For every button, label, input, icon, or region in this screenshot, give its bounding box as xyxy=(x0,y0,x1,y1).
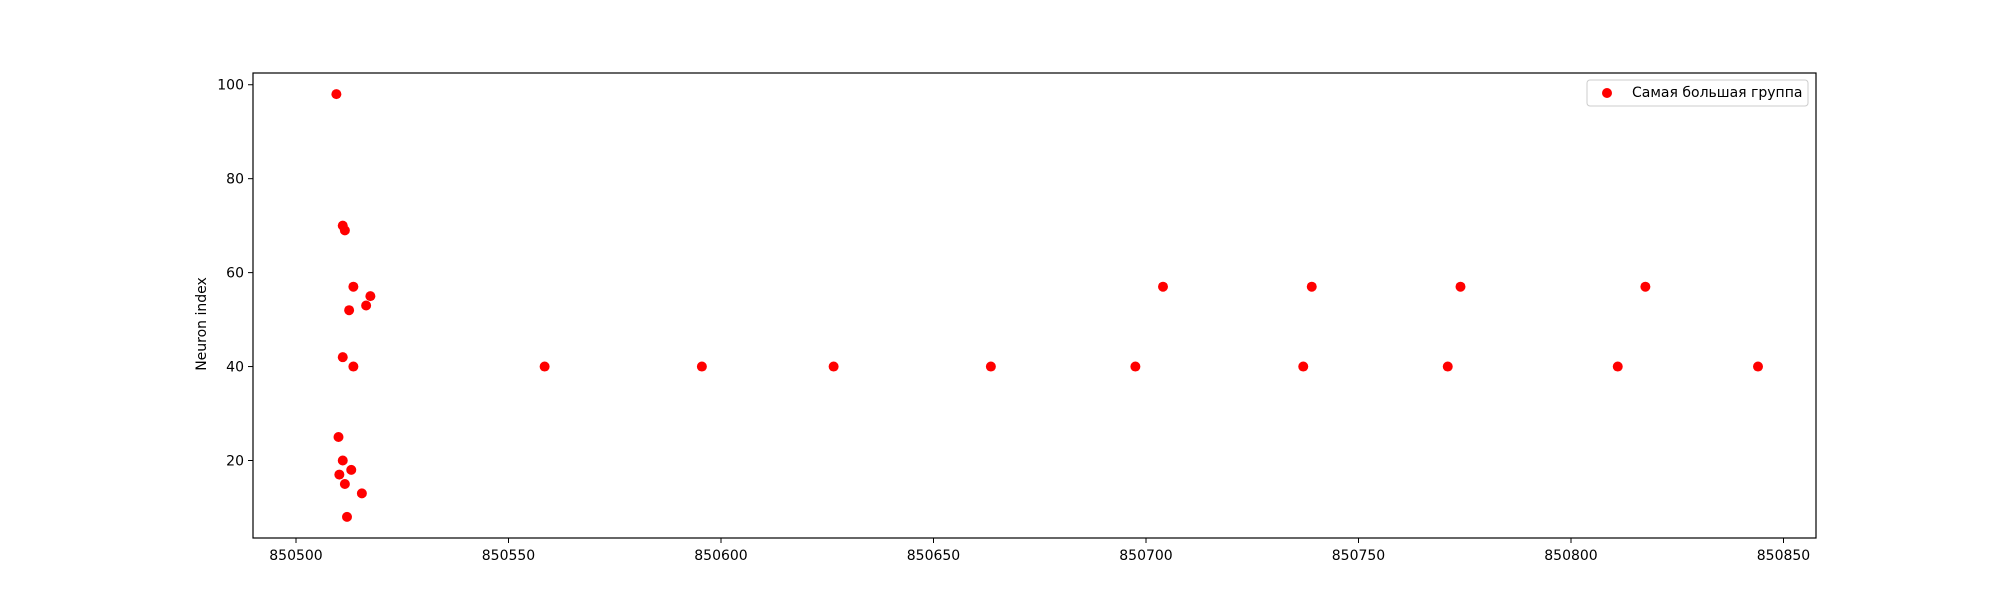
y-tick-label: 80 xyxy=(226,172,244,188)
x-tick-label: 850600 xyxy=(694,548,747,564)
y-tick-label: 40 xyxy=(226,360,244,376)
data-point xyxy=(539,361,550,372)
data-point xyxy=(331,89,342,100)
data-point xyxy=(1306,281,1317,292)
data-point xyxy=(1640,281,1651,292)
data-point xyxy=(337,352,348,363)
data-point xyxy=(365,291,376,302)
data-point xyxy=(1130,361,1141,372)
data-point xyxy=(696,361,707,372)
y-tick-label: 60 xyxy=(226,266,244,282)
y-tick-label: 20 xyxy=(226,454,244,470)
y-tick-label: 100 xyxy=(217,78,244,94)
x-tick-label: 850500 xyxy=(269,548,322,564)
data-point xyxy=(1298,361,1309,372)
data-point xyxy=(1455,281,1466,292)
x-tick-label: 850650 xyxy=(907,548,960,564)
data-point xyxy=(334,469,345,480)
legend: Самая большая группа xyxy=(1586,79,1809,107)
plot-frame xyxy=(252,72,1817,539)
data-point xyxy=(344,305,355,316)
x-tick-label: 850550 xyxy=(482,548,535,564)
data-point xyxy=(342,511,352,522)
data-point xyxy=(348,361,359,372)
data-point xyxy=(1442,361,1453,372)
legend-box xyxy=(1586,79,1809,107)
data-point xyxy=(828,361,839,372)
data-point xyxy=(339,478,350,489)
x-tick-label: 850850 xyxy=(1757,548,1810,564)
data-point xyxy=(1753,361,1763,372)
data-point xyxy=(346,464,357,475)
data-point xyxy=(333,432,344,443)
data-point xyxy=(348,281,359,292)
axes: Neuron index 850500 850550 850600 850650 850… xyxy=(194,78,1810,564)
data-point xyxy=(1612,361,1623,372)
data-point xyxy=(985,361,996,372)
data-point xyxy=(339,225,350,236)
x-tick-label: 850700 xyxy=(1119,548,1172,564)
y-axis-label: Neuron index xyxy=(194,277,210,371)
data-point xyxy=(337,455,348,466)
x-tick-label: 850750 xyxy=(1332,548,1385,564)
x-tick-label: 850800 xyxy=(1544,548,1597,564)
data-points xyxy=(331,89,1763,522)
data-point xyxy=(1158,281,1168,292)
data-point xyxy=(361,300,372,311)
legend-label: Самая большая группа xyxy=(1632,85,1802,101)
legend-marker xyxy=(1602,88,1612,98)
data-point xyxy=(356,488,367,499)
